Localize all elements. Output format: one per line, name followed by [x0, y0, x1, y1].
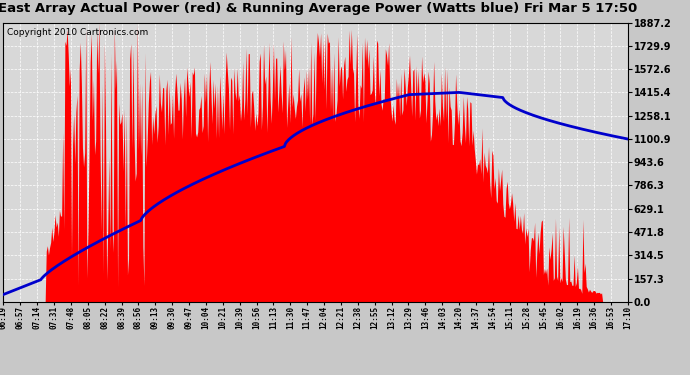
Text: East Array Actual Power (red) & Running Average Power (Watts blue) Fri Mar 5 17:: East Array Actual Power (red) & Running …: [0, 2, 637, 15]
Text: Copyright 2010 Cartronics.com: Copyright 2010 Cartronics.com: [7, 28, 148, 37]
